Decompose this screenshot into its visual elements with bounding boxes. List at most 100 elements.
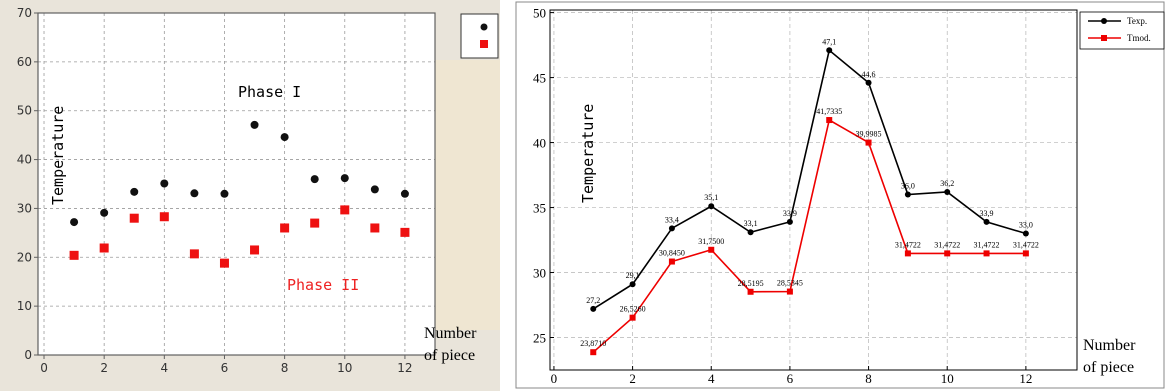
left-point-red [370,223,380,233]
left-legend [480,23,488,48]
left-x-tick-label: 6 [221,361,229,375]
left-x-tick-label: 2 [100,361,108,375]
right-y-tick-label: 50 [533,6,546,21]
left-point-red [340,205,350,215]
left-y-tick-label: 0 [24,348,32,362]
right-y-tick-label: 30 [533,266,546,281]
right-point-tmod [708,246,715,253]
right-x-tick-label: 2 [629,371,636,386]
left-y-tick-label: 30 [17,201,32,215]
left-point-red [189,249,199,259]
left-plot-area [38,13,435,355]
right-marks: 27,2 29,1 33,4 35,1 33,1 33,9 47,1 44,6 36,0 36,2… [580,37,1039,356]
right-data-label-texp: 29,1 [626,271,640,280]
right-point-texp [590,305,597,312]
right-data-label-tmod: 31,4722 [934,240,960,249]
right-data-label-texp: 44,6 [862,70,876,79]
right-point-tmod [590,349,597,356]
left-legend-box [460,13,499,59]
right-side-label-line1: Number [1083,337,1136,354]
right-data-label-tmod: 31,7500 [698,237,724,246]
right-point-tmod [786,288,793,295]
left-point-red [99,243,109,253]
right-data-label-tmod: 31,4722 [895,240,921,249]
right-data-label-texp: 33,9 [980,209,994,218]
left-point-black [130,187,139,196]
right-data-label-tmod: 28,5345 [777,279,803,288]
left-x-tick-label: 10 [337,361,352,375]
left-point-black [100,208,109,217]
right-point-texp [904,191,911,198]
left-point-black [190,189,199,198]
left-y-tick-label: 40 [17,153,32,167]
right-x-tick-label: 4 [708,371,715,386]
right-legend-label-tmod: Tmod. [1127,33,1151,43]
right-axes: 0 2 4 6 8 10 12 25 30 35 40 45 50 [533,6,1032,386]
left-point-black [310,175,319,184]
right-data-label-texp: 33,4 [665,215,679,224]
right-data-label-texp: 33,9 [783,209,797,218]
right-side-label-line2: of piece [1083,359,1134,376]
right-x-tick-label: 6 [787,371,794,386]
right-data-label-tmod: 41,7335 [816,107,842,116]
right-data-label-texp: 47,1 [822,37,836,46]
left-side-label-line1: Number [424,325,477,342]
right-point-texp [1022,230,1029,237]
left-y-axis-label: Temperature [49,106,67,205]
right-data-label-tmod: 39,9985 [856,130,882,139]
left-point-black [370,185,379,194]
left-point-black [400,189,409,198]
right-x-tick-label: 8 [865,371,872,386]
left-point-black [250,120,259,129]
right-data-label-tmod: 28,5195 [738,279,764,288]
right-point-texp [668,225,675,232]
left-point-red [310,218,320,228]
left-y-tick-label: 10 [17,299,32,313]
right-point-texp [826,47,833,54]
right-data-label-texp: 33,1 [744,219,758,228]
right-point-tmod [747,288,754,295]
left-x-tick-label: 12 [397,361,412,375]
left-point-black [340,174,349,183]
left-panel: 0 2 4 6 8 10 12 0 10 20 30 40 50 60 70 Phase I Phase I… [0,0,500,391]
right-data-label-tmod: 31,4722 [974,240,1000,249]
left-legend-marker-red [480,40,488,48]
right-line-tmod [592,118,1026,353]
right-y-tick-label: 25 [533,331,546,346]
left-texture-patch [430,60,500,330]
right-legend-marker-tmod [1101,35,1107,41]
left-side-label-line2: of piece [424,347,475,364]
right-point-tmod [629,314,636,321]
right-point-texp [708,203,715,210]
left-marks [69,120,410,268]
left-y-tick-label: 70 [17,6,32,20]
right-point-tmod [865,139,872,146]
left-axes: 0 2 4 6 8 10 12 0 10 20 30 40 50 60 70 [17,6,413,375]
left-point-red [129,213,139,223]
left-point-red [250,245,260,255]
right-point-tmod [826,117,833,124]
right-data-label-texp: 35,1 [704,193,718,202]
left-legend-marker-black [480,23,488,31]
left-point-red [159,212,169,222]
left-x-tick-label: 4 [160,361,168,375]
right-data-label-tmod: 23,8710 [580,339,606,348]
right-data-label-tmod: 26,5260 [620,305,646,314]
right-point-tmod [983,250,990,257]
left-y-tick-label: 20 [17,250,32,264]
right-point-texp [983,218,990,225]
right-legend-marker-texp [1101,18,1107,24]
left-plot-frame [37,12,436,356]
right-point-tmod [668,258,675,265]
right-data-label-texp: 27,2 [586,296,600,305]
right-data-label-tmod: 30,8450 [659,249,685,258]
right-y-tick-label: 40 [533,136,546,151]
left-point-red [219,258,229,268]
left-annotation-phase-1: Phase I [238,83,301,101]
right-point-texp [944,188,951,195]
right-legend-label-texp: Texp. [1127,16,1147,26]
left-point-black [70,218,79,227]
left-point-red [69,250,79,260]
left-point-black [220,189,229,198]
